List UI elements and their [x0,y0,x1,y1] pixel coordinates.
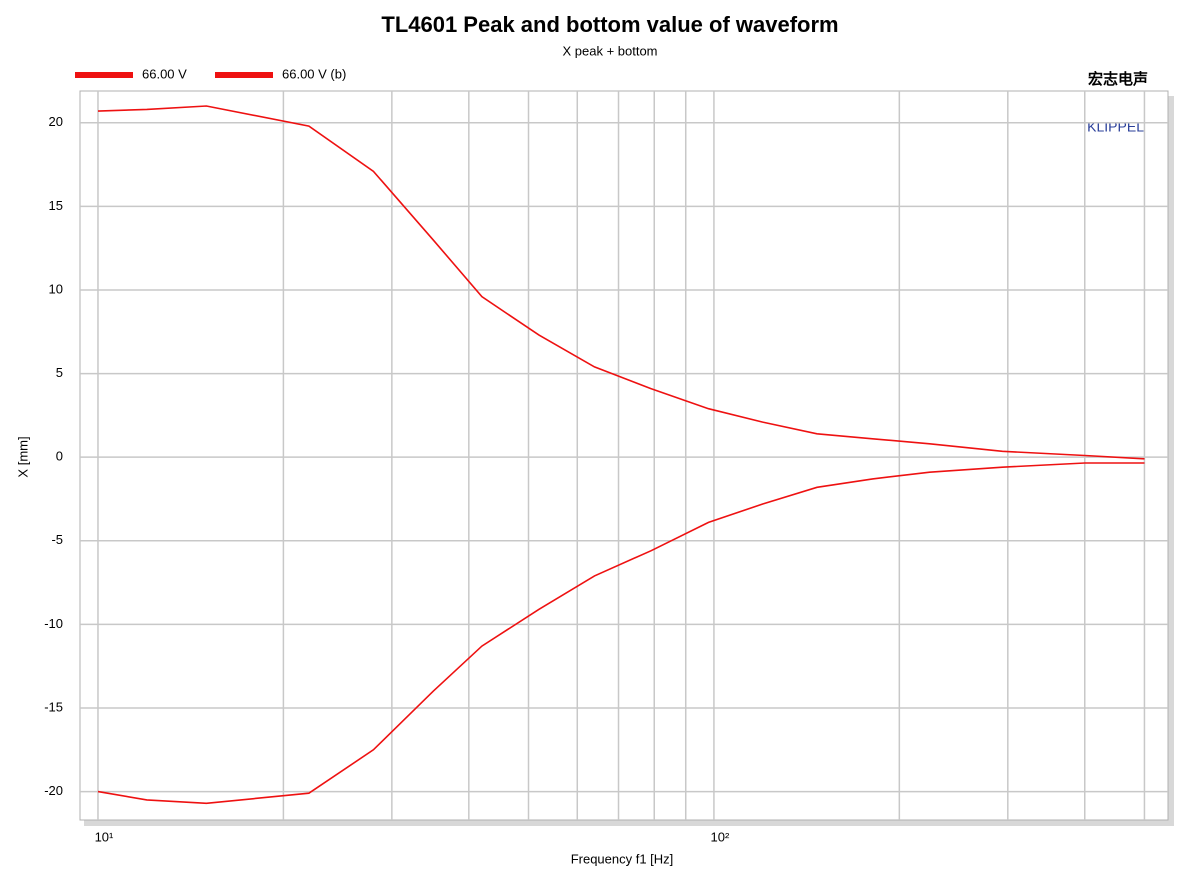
y-tick-label: -20 [44,783,63,798]
y-axis-label: X [mm] [15,436,30,477]
series-line [97,462,1145,805]
y-tick-label: 15 [49,198,63,213]
brand: 宏志电声 [1088,70,1148,88]
y-tick-label: -10 [44,616,63,631]
y-tick-label: 20 [49,114,63,129]
x-tick-label: 10¹ [95,829,114,844]
annotation: KLIPPEL [1087,119,1144,135]
y-tick-label: 10 [49,281,63,296]
marks [97,105,1145,805]
chart-title: TL4601 Peak and bottom value of waveform [381,12,838,37]
y-tick-label: 0 [56,449,63,464]
x-axis-label: Frequency f1 [Hz] [571,851,674,866]
chart-subtitle: X peak + bottom [562,43,657,58]
series-line [97,105,1145,460]
legend-label: 66.00 V (b) [282,66,346,81]
x-tick-label: 10² [711,829,730,844]
legend-label: 66.00 V [142,66,187,81]
plot-area [79,90,1169,821]
y-tick-label: -5 [51,532,63,547]
y-tick-label: 5 [56,365,63,380]
y-tick-label: -15 [44,699,63,714]
